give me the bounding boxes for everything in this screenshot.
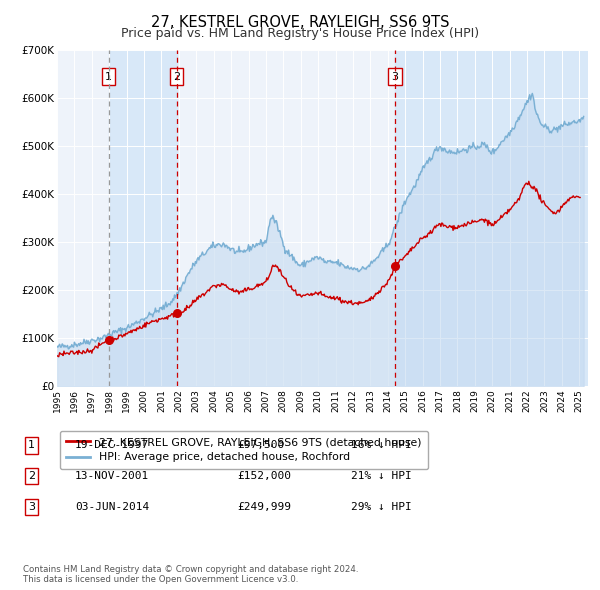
- Text: 16% ↓ HPI: 16% ↓ HPI: [351, 441, 412, 450]
- Text: 2: 2: [173, 71, 180, 81]
- Text: 3: 3: [28, 502, 35, 512]
- Text: £97,500: £97,500: [237, 441, 284, 450]
- Text: £249,999: £249,999: [237, 502, 291, 512]
- Text: 1: 1: [105, 71, 112, 81]
- Text: 21% ↓ HPI: 21% ↓ HPI: [351, 471, 412, 481]
- Bar: [109, 50, 176, 386]
- Text: Contains HM Land Registry data © Crown copyright and database right 2024.
This d: Contains HM Land Registry data © Crown c…: [23, 565, 358, 584]
- Text: 29% ↓ HPI: 29% ↓ HPI: [351, 502, 412, 512]
- Bar: [395, 50, 588, 386]
- Text: 2: 2: [28, 471, 35, 481]
- Text: Price paid vs. HM Land Registry's House Price Index (HPI): Price paid vs. HM Land Registry's House …: [121, 27, 479, 40]
- Text: 19-DEC-1997: 19-DEC-1997: [75, 441, 149, 450]
- Text: 3: 3: [392, 71, 398, 81]
- Text: 03-JUN-2014: 03-JUN-2014: [75, 502, 149, 512]
- Text: 13-NOV-2001: 13-NOV-2001: [75, 471, 149, 481]
- Legend: 27, KESTREL GROVE, RAYLEIGH, SS6 9TS (detached house), HPI: Average price, detac: 27, KESTREL GROVE, RAYLEIGH, SS6 9TS (de…: [60, 431, 428, 469]
- Text: £152,000: £152,000: [237, 471, 291, 481]
- Text: 1: 1: [28, 441, 35, 450]
- Text: 27, KESTREL GROVE, RAYLEIGH, SS6 9TS: 27, KESTREL GROVE, RAYLEIGH, SS6 9TS: [151, 15, 449, 30]
